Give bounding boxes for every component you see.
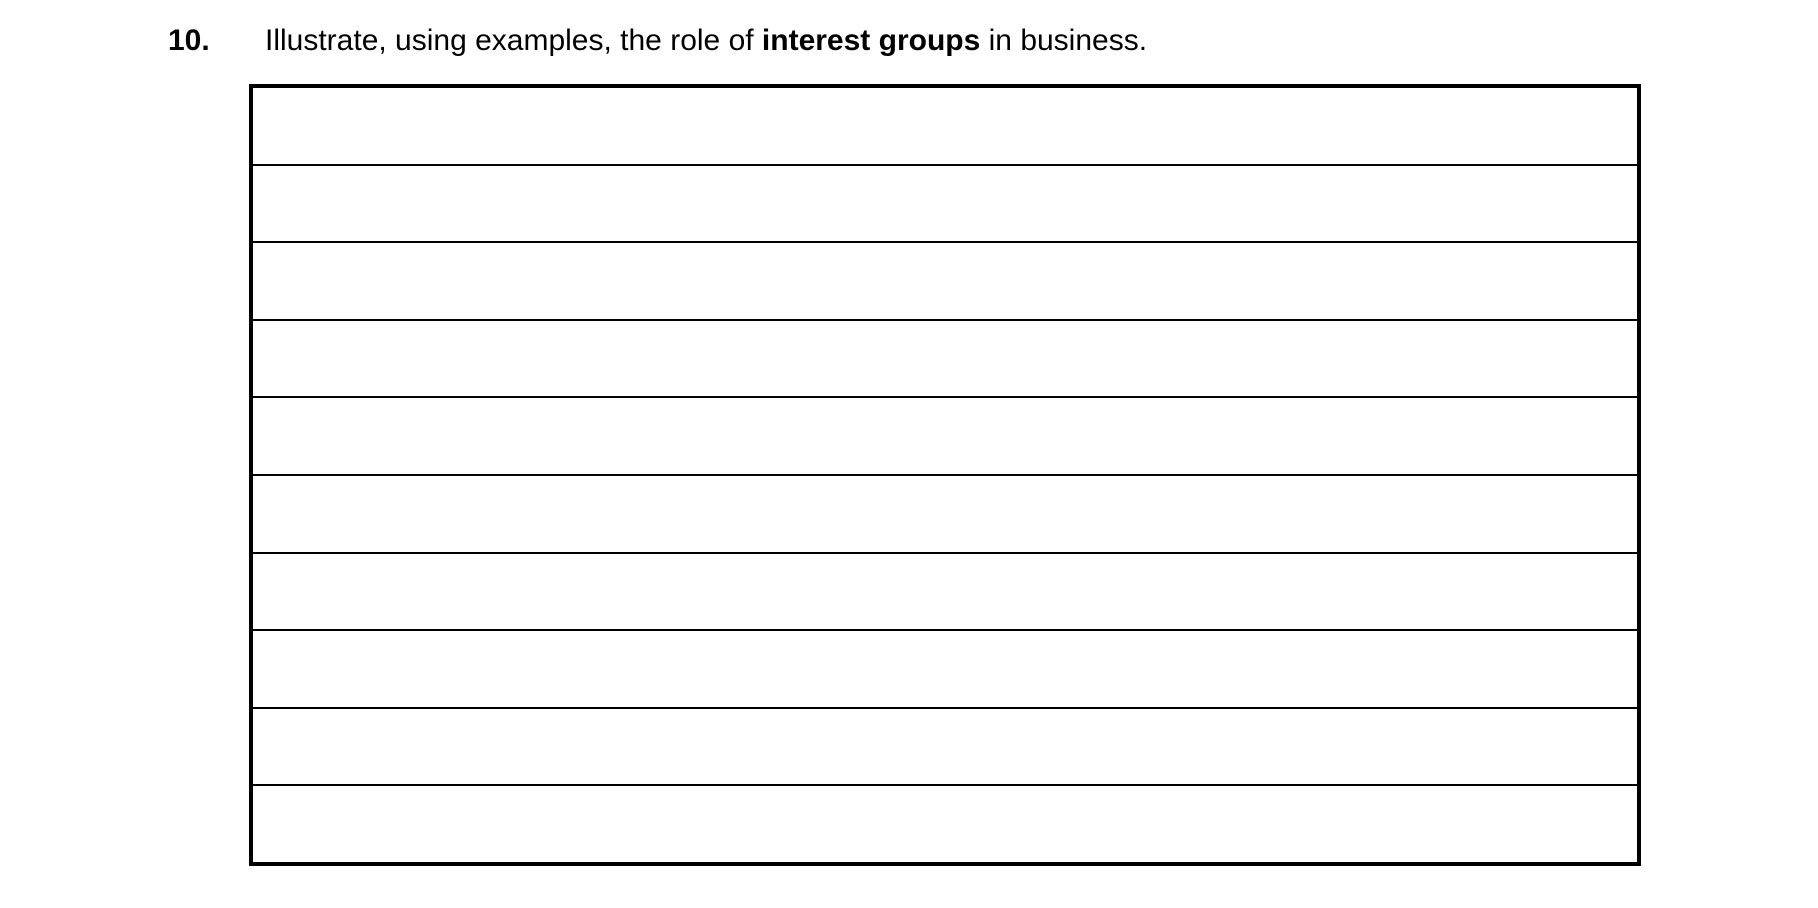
question-text-suffix: in business.	[980, 24, 1148, 57]
answer-box	[249, 84, 1641, 866]
answer-line	[253, 708, 1637, 787]
answer-line	[253, 243, 1637, 321]
question-text: Illustrate, using examples, the role of …	[265, 23, 1147, 59]
question-text-bold-term: interest groups	[761, 24, 981, 57]
question-text-prefix: Illustrate, using examples, the role of	[265, 24, 762, 57]
answer-line	[253, 320, 1637, 399]
answer-line	[253, 786, 1637, 862]
answer-line	[253, 165, 1637, 244]
answer-line	[253, 553, 1637, 632]
answer-line	[253, 631, 1637, 709]
answer-line	[253, 475, 1637, 554]
question: 10. Illustrate, using examples, the role…	[168, 23, 1147, 59]
question-number: 10.	[168, 24, 210, 57]
answer-line	[253, 398, 1637, 476]
answer-line	[253, 88, 1637, 166]
